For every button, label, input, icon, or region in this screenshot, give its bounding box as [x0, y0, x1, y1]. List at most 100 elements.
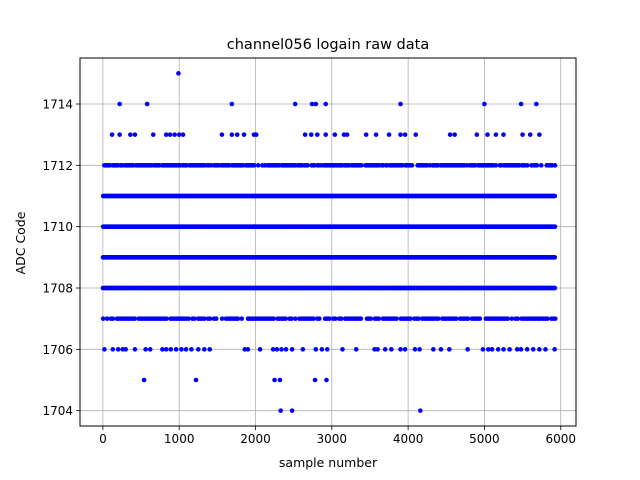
data-point — [257, 347, 263, 352]
data-point — [132, 347, 138, 352]
data-point — [505, 316, 511, 321]
y-tick-label: 1710 — [42, 220, 73, 234]
data-point — [277, 377, 283, 383]
data-point — [193, 377, 199, 383]
data-point — [147, 347, 153, 352]
data-point — [302, 132, 308, 137]
y-axis-label: ADC Code — [13, 211, 28, 274]
data-point — [358, 316, 364, 321]
data-point — [324, 377, 329, 383]
data-point — [527, 132, 533, 137]
data-point — [552, 316, 558, 321]
data-point — [289, 408, 295, 413]
data-point — [132, 316, 137, 321]
data-point — [398, 132, 403, 137]
data-point — [373, 132, 379, 137]
data-point — [163, 132, 169, 137]
data-point — [507, 347, 512, 352]
data-point — [431, 347, 436, 352]
data-point — [552, 255, 558, 260]
data-point — [293, 316, 298, 321]
data-point — [179, 347, 184, 352]
data-point — [537, 132, 542, 137]
data-point — [115, 347, 121, 352]
data-point — [279, 347, 284, 352]
data-point — [447, 132, 453, 137]
data-point — [524, 347, 530, 352]
data-point — [480, 347, 486, 352]
data-point — [509, 316, 515, 321]
data-point — [493, 163, 499, 168]
data-point — [202, 316, 207, 321]
data-point — [501, 132, 506, 137]
data-point — [495, 347, 501, 352]
data-point — [150, 132, 156, 137]
data-point — [229, 132, 235, 137]
data-point — [189, 347, 194, 352]
data-point — [141, 377, 147, 383]
data-point — [110, 347, 116, 352]
data-point — [180, 132, 186, 137]
data-point — [312, 377, 318, 383]
x-tick-label: 4000 — [393, 432, 424, 446]
data-point — [537, 347, 542, 352]
data-point — [324, 347, 330, 352]
data-point — [332, 132, 338, 137]
data-point — [245, 347, 251, 352]
data-point — [417, 347, 422, 352]
data-point — [253, 132, 259, 137]
data-point — [283, 347, 289, 352]
data-point — [289, 347, 295, 352]
data-point — [359, 163, 364, 168]
data-point — [144, 101, 150, 107]
data-point — [389, 347, 394, 352]
data-point — [515, 316, 521, 321]
data-points — [100, 71, 558, 413]
data-point — [402, 347, 408, 352]
data-point — [465, 347, 470, 352]
data-point — [382, 347, 388, 352]
data-point — [202, 347, 207, 352]
data-point — [132, 132, 138, 137]
y-tick-label: 1708 — [42, 282, 73, 296]
chart-title: channel056 logain raw data — [227, 37, 429, 53]
data-point — [283, 316, 288, 321]
data-point — [520, 132, 525, 137]
data-point — [305, 163, 310, 168]
data-point — [163, 347, 169, 352]
data-point — [315, 132, 320, 137]
data-point — [485, 132, 490, 137]
data-point — [438, 347, 444, 352]
data-point — [340, 347, 345, 352]
data-point — [308, 132, 314, 137]
data-point — [323, 101, 329, 107]
data-point — [274, 347, 280, 352]
data-point — [289, 316, 294, 321]
y-axis: 1704 1706 1708 1710 1712 1714 — [42, 98, 80, 418]
data-point — [300, 347, 306, 352]
data-point — [109, 132, 115, 137]
data-point — [319, 347, 325, 352]
x-tick-label: 0 — [99, 432, 107, 446]
data-point — [183, 347, 189, 352]
data-point — [219, 132, 225, 137]
data-point — [143, 347, 148, 352]
data-point — [485, 347, 491, 352]
data-point — [176, 132, 182, 137]
data-point — [489, 347, 495, 352]
data-point — [375, 347, 380, 352]
data-point — [219, 316, 225, 321]
x-tick-label: 6000 — [545, 432, 576, 446]
data-point — [376, 316, 382, 321]
data-point — [552, 193, 558, 199]
data-point — [229, 101, 235, 107]
data-point — [402, 132, 408, 137]
data-point — [552, 163, 558, 168]
data-point — [534, 163, 540, 168]
data-point — [173, 347, 179, 352]
data-point — [234, 132, 240, 137]
data-point — [545, 316, 550, 321]
data-point — [332, 316, 338, 321]
